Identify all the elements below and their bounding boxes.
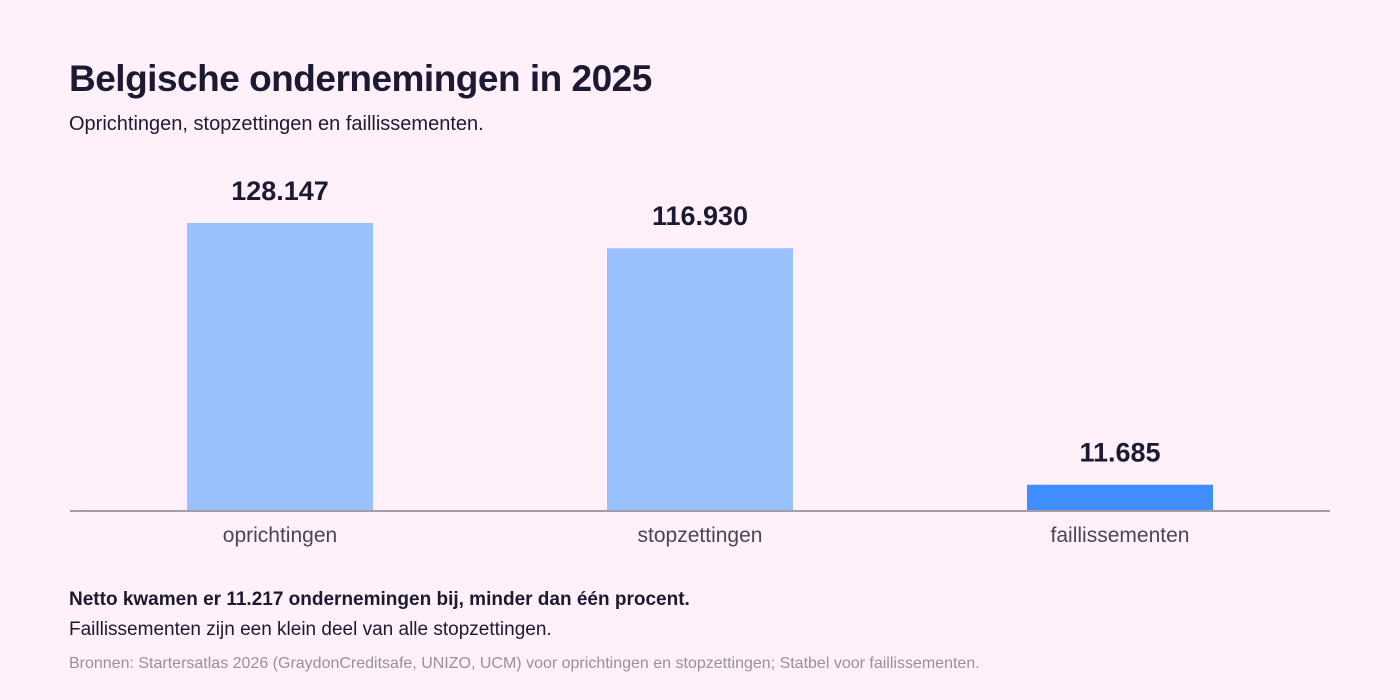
value-label-faillissementen: 11.685	[1079, 438, 1160, 468]
value-label-oprichtingen: 128.147	[231, 176, 329, 206]
chart-subtitle: Oprichtingen, stopzettingen en faillisse…	[69, 113, 484, 135]
category-label-stopzettingen: stopzettingen	[638, 524, 763, 547]
bar-oprichtingen	[187, 223, 373, 511]
bar-stopzettingen	[607, 248, 793, 512]
bar-faillissementen	[1027, 484, 1213, 511]
bar-chart: 128.147 oprichtingen 116.930 stopzettingen 1…	[70, 176, 1330, 547]
bankruptcy-note: Faillissementen zijn een klein deel van …	[69, 619, 552, 640]
value-label-stopzettingen: 116.930	[652, 201, 748, 231]
category-label-oprichtingen: oprichtingen	[223, 524, 337, 547]
source-note: Bronnen: Startersatlas 2026 (GraydonCred…	[69, 655, 980, 672]
net-change-note: Netto kwamen er 11.217 ondernemingen bij…	[69, 589, 690, 610]
chart-title: Belgische ondernemingen in 2025	[69, 58, 652, 99]
category-label-faillissementen: faillissementen	[1051, 524, 1190, 547]
